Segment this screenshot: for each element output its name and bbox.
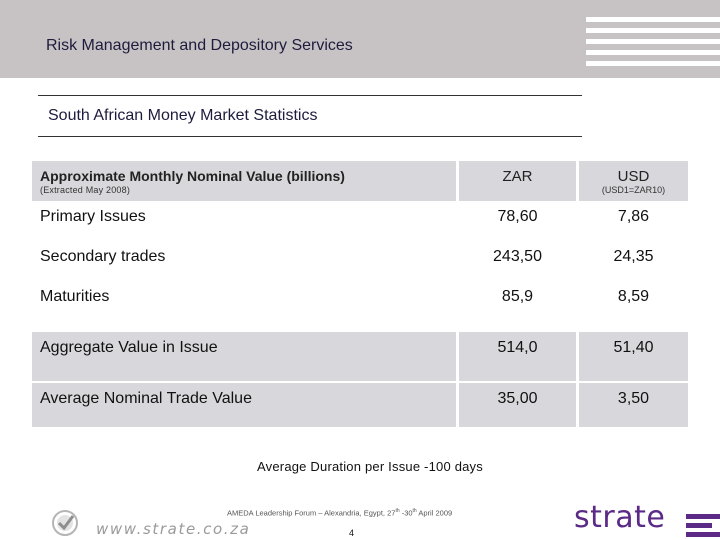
usd-value: 3,50 [617,390,650,407]
row-label: Secondary trades [40,248,166,265]
duration-note: Average Duration per Issue -100 days [257,459,483,474]
header-title: Risk Management and Depository Services [46,37,353,54]
table-row: Maturities 85,9 8,59 [32,284,688,332]
table-row: Average Nominal Trade Value 35,00 3,50 [32,383,688,427]
zar-value: 78,60 [497,208,538,225]
usd-value: 24,35 [613,248,654,265]
usd-value: 8,59 [617,288,650,305]
logo-wordmark: strate [574,500,666,535]
header-usd: USD [617,168,650,185]
subtitle-rule-bottom [38,136,582,137]
row-label: Average Nominal Trade Value [40,390,252,407]
header-zar: ZAR [502,168,533,185]
table-row: Primary Issues 78,60 7,86 [32,204,688,241]
footer-forum-text: AMEDA Leadership Forum – Alexandria, Egy… [227,508,453,518]
zar-value: 35,00 [497,390,538,407]
row-label: Maturities [40,288,110,305]
zar-value: 243,50 [493,248,542,265]
strate-logo: strate [574,500,720,540]
header-band: Risk Management and Depository Services [0,0,720,78]
zar-value: 85,9 [501,288,534,305]
header-usd-cell: USD (USD1=ZAR10) [579,161,688,201]
header-label: Approximate Monthly Nominal Value (billi… [40,168,345,184]
header-sublabel: (Extracted May 2008) [40,185,131,195]
zar-value: 514,0 [497,339,538,356]
header-stripes [586,14,720,70]
row-label: Aggregate Value in Issue [40,339,218,356]
table-row: Secondary trades 243,50 24,35 [32,244,688,281]
logo-bars-icon [686,514,720,538]
footer-url: www.strate.co.za [96,520,251,538]
subtitle-rule-top [38,95,582,96]
stats-table: Approximate Monthly Nominal Value (billi… [32,161,688,427]
page-number: 4 [349,528,355,538]
table-row: Aggregate Value in Issue 514,0 51,40 [32,332,688,381]
header-label-cell: Approximate Monthly Nominal Value (billi… [32,161,456,201]
page-subtitle: South African Money Market Statistics [48,107,318,124]
usd-value: 51,40 [613,339,654,356]
usd-value: 7,86 [617,208,650,225]
table-header-row: Approximate Monthly Nominal Value (billi… [32,161,688,201]
row-label: Primary Issues [40,208,146,225]
seal-checkmark-icon [52,510,78,536]
header-zar-cell: ZAR [459,161,576,201]
header-usd-note: (USD1=ZAR10) [601,185,666,195]
